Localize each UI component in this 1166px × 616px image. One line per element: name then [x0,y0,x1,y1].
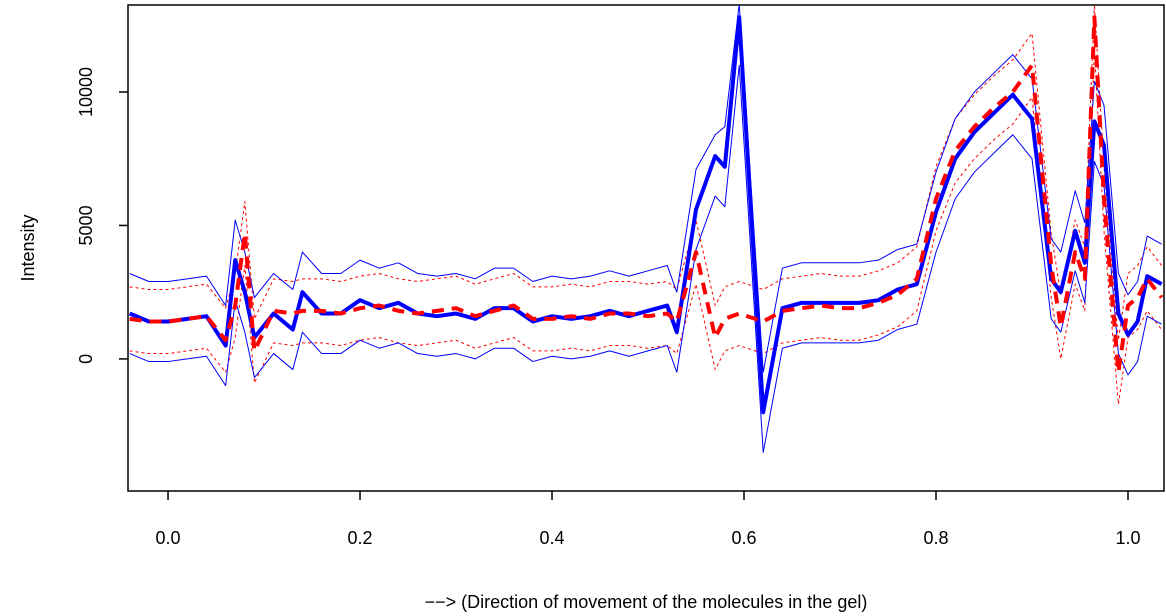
plot-frame [127,4,1165,492]
x-tick-label: 0.0 [156,528,181,548]
y-tick-label: 10000 [76,67,96,117]
y-tick-label: 0 [76,354,96,364]
x-tick-label: 0.6 [731,528,756,548]
x-tick-label: 0.8 [923,528,948,548]
series-line [129,5,1162,341]
x-tick-label: 1.0 [1115,528,1140,548]
lines [128,5,1164,453]
series-line [128,15,1163,415]
y-axis-label: Intensity [18,214,38,281]
series-line [129,15,1164,375]
x-axis-label: −−> (Direction of movement of the molecu… [425,592,868,612]
x-tick-label: 0.4 [540,528,565,548]
y-tick-label: 5000 [76,205,96,245]
series-line [129,64,1162,453]
x-tick-label: 0.2 [348,528,373,548]
